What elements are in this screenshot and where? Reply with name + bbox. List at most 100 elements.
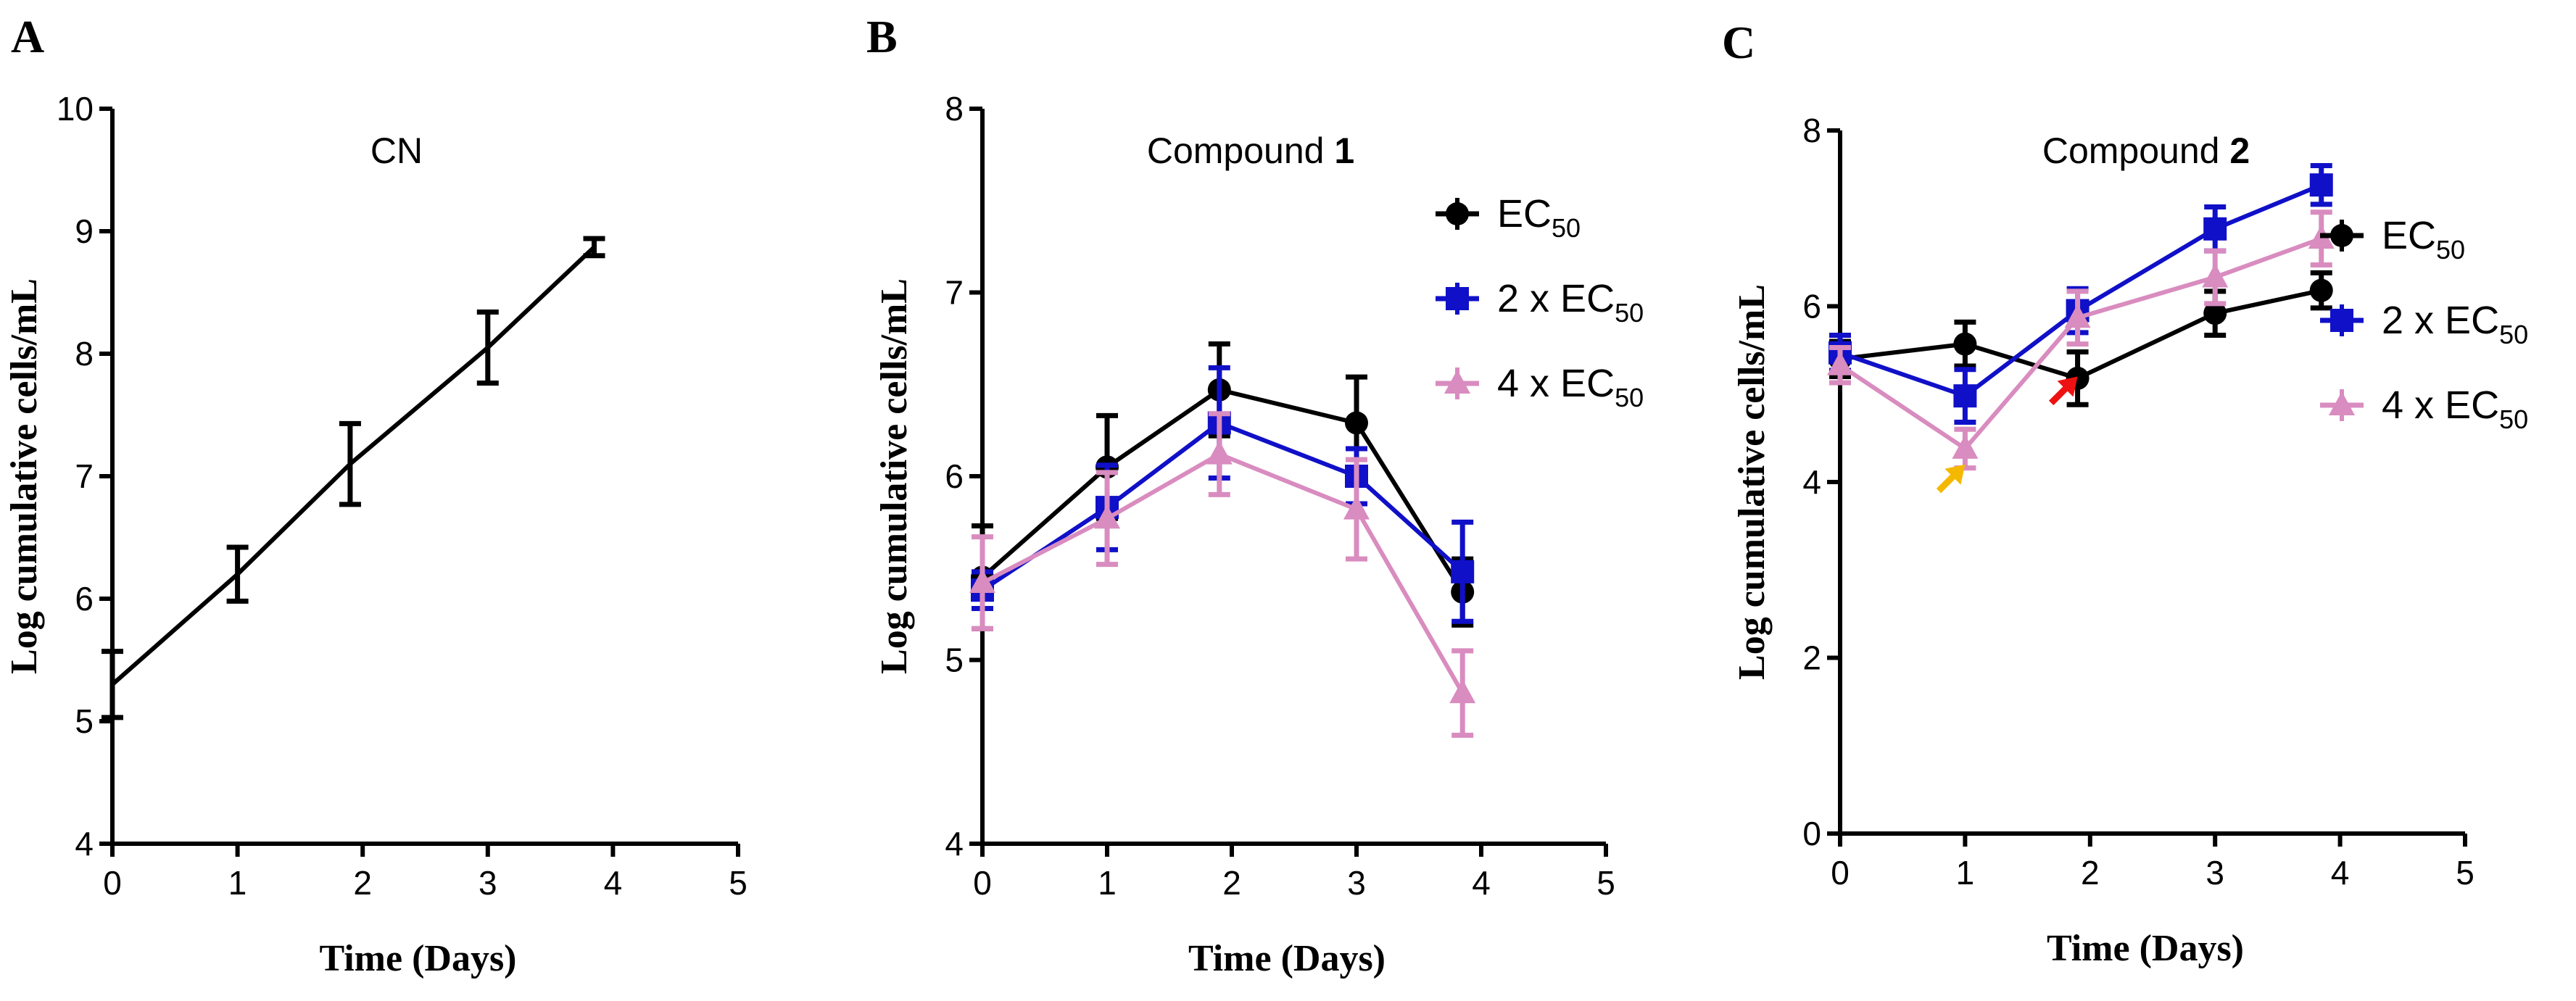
x-axis-title: Time (Days) xyxy=(1188,938,1386,979)
chart-title-number: 2 xyxy=(2229,130,2250,171)
data-point xyxy=(2203,217,2227,241)
arrow-head xyxy=(2057,376,2078,397)
chart-title: Compound 1 xyxy=(1147,130,1354,171)
arrow-head xyxy=(1945,464,1966,485)
legend-prefix: 2 x xyxy=(1497,277,1560,320)
y-tick-label: 9 xyxy=(75,212,94,250)
x-tick-label: 0 xyxy=(103,864,122,902)
y-axis-title: Log cumulative cells/mL xyxy=(1731,284,1773,680)
legend-prefix: 2 x xyxy=(2382,299,2445,342)
y-tick-label: 7 xyxy=(945,274,964,312)
x-tick-label: 3 xyxy=(479,864,497,902)
legend-base: EC xyxy=(2445,299,2499,342)
y-axis-title: Log cumulative cells/mL xyxy=(874,278,915,674)
data-point xyxy=(2203,302,2227,325)
data-point xyxy=(1206,440,1233,465)
legend-prefix: 4 x xyxy=(1497,362,1560,405)
legend-label: EC50 xyxy=(1497,192,1581,243)
data-point xyxy=(1827,351,1853,375)
data-point xyxy=(1343,495,1370,520)
x-tick-label: 4 xyxy=(604,864,623,902)
legend-marker xyxy=(2329,391,2355,415)
x-tick-label: 5 xyxy=(2456,854,2474,892)
x-tick-label: 1 xyxy=(228,864,247,902)
x-tick-label: 0 xyxy=(1831,854,1850,892)
x-tick-label: 1 xyxy=(1098,864,1117,902)
y-tick-label: 5 xyxy=(75,702,94,740)
y-tick-label: 4 xyxy=(1802,463,1821,501)
x-tick-label: 3 xyxy=(2206,854,2224,892)
panel-a: A 4 5 6 7 8 9 10 0 1 2 3 4 5 Time (Days) Log cumulative… xyxy=(4,11,747,979)
legend-marker xyxy=(1444,370,1470,394)
data-point xyxy=(1953,332,1977,356)
panel-letter: A xyxy=(11,11,44,62)
panel-b: B 4 5 6 7 8 0 1 2 3 4 5 Time (Days) Log cumulative ce… xyxy=(866,11,1644,979)
y-tick-label: 6 xyxy=(945,457,964,495)
y-tick-label: 8 xyxy=(75,335,94,373)
legend-subscript: 50 xyxy=(1552,213,1581,243)
data-point xyxy=(2309,173,2333,197)
legend-item: 4 x EC50 xyxy=(1436,362,1644,412)
annotation-arrow xyxy=(1936,464,1966,494)
data-point xyxy=(969,569,995,594)
x-tick-label: 2 xyxy=(1222,864,1241,902)
data-point xyxy=(1449,679,1476,704)
legend-base: EC xyxy=(1497,192,1552,236)
legend-subscript: 50 xyxy=(2436,235,2465,265)
legend-base: EC xyxy=(2445,383,2499,427)
chart-title-text: Compound xyxy=(2042,130,2230,171)
legend-prefix: 4 x xyxy=(2382,383,2445,427)
chart-title-text: CN xyxy=(370,130,423,171)
legend-marker xyxy=(2330,309,2353,332)
y-tick-label: 8 xyxy=(1802,112,1821,149)
legend-base: EC xyxy=(2382,214,2436,257)
legend-item: 2 x EC50 xyxy=(1436,277,1644,328)
y-tick-label: 0 xyxy=(1802,815,1821,852)
y-tick-label: 8 xyxy=(945,90,964,128)
y-tick-label: 7 xyxy=(75,457,94,495)
data-point xyxy=(1953,384,1977,408)
x-tick-label: 2 xyxy=(2081,854,2100,892)
x-tick-label: 3 xyxy=(1347,864,1366,902)
x-tick-label: 4 xyxy=(2331,854,2350,892)
x-tick-label: 1 xyxy=(1956,854,1975,892)
legend-label: 4 x EC50 xyxy=(1497,362,1644,412)
panel-c: C 0 2 4 6 8 0 1 2 3 4 5 Time (Days) Log cumulative ce… xyxy=(1722,17,2528,969)
legend-base: EC xyxy=(1560,277,1615,320)
data-point xyxy=(1952,434,1979,459)
annotation-arrow xyxy=(2048,376,2078,406)
data-point xyxy=(2309,278,2333,302)
data-point xyxy=(1094,504,1120,529)
legend-item: EC50 xyxy=(1436,192,1581,243)
y-tick-label: 4 xyxy=(75,825,94,863)
x-axis-title: Time (Days) xyxy=(319,938,516,979)
x-tick-label: 0 xyxy=(973,864,992,902)
legend-base: EC xyxy=(1560,362,1615,405)
chart-title: CN xyxy=(370,130,423,171)
y-tick-label: 10 xyxy=(57,90,94,128)
legend-subscript: 50 xyxy=(2499,320,2528,349)
panel-letter: B xyxy=(866,11,898,62)
chart-title-text: Compound xyxy=(1147,130,1335,171)
series-line xyxy=(111,245,596,686)
series-0 xyxy=(102,236,605,720)
legend-item: 4 x EC50 xyxy=(2320,383,2528,434)
x-tick-label: 5 xyxy=(1596,864,1615,902)
y-tick-label: 6 xyxy=(1802,288,1821,325)
data-point xyxy=(1451,560,1475,583)
legend-label: EC50 xyxy=(2382,214,2465,265)
legend-label: 2 x EC50 xyxy=(1497,277,1644,328)
y-tick-label: 2 xyxy=(1802,639,1821,677)
data-point xyxy=(1345,411,1368,435)
x-tick-label: 2 xyxy=(353,864,372,902)
legend-item: 2 x EC50 xyxy=(2320,299,2528,349)
series-2 xyxy=(969,411,1476,738)
legend-subscript: 50 xyxy=(1615,383,1644,412)
y-tick-label: 6 xyxy=(75,580,94,618)
x-tick-label: 5 xyxy=(729,864,747,902)
legend-label: 4 x EC50 xyxy=(2382,383,2528,434)
series-2 xyxy=(1827,209,2335,471)
legend-marker xyxy=(2330,224,2353,247)
y-axis-title: Log cumulative cells/mL xyxy=(4,278,45,674)
